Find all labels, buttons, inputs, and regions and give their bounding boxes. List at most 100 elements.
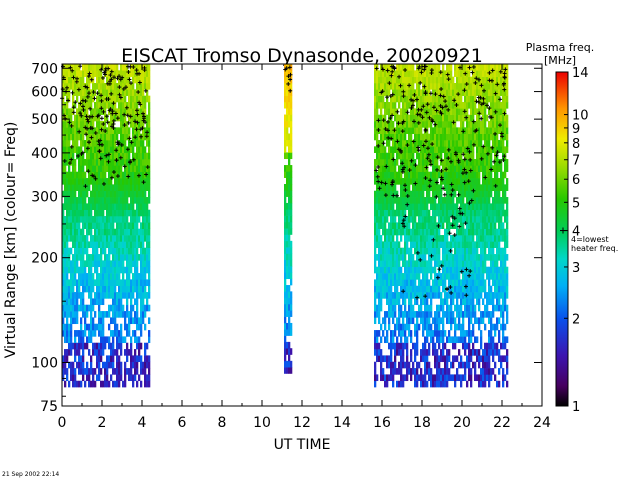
heatmap-cell bbox=[488, 159, 491, 166]
heatmap-cell bbox=[98, 121, 101, 128]
heatmap-cell bbox=[66, 247, 69, 255]
heatmap-cell bbox=[140, 285, 143, 293]
heatmap-cell bbox=[452, 216, 455, 223]
heatmap-cell bbox=[406, 285, 409, 293]
heatmap-cell bbox=[414, 216, 417, 223]
heatmap-cell bbox=[284, 259, 287, 267]
heatmap-cell bbox=[414, 203, 417, 210]
heatmap-cell bbox=[104, 368, 107, 375]
heatmap-cell bbox=[126, 171, 129, 179]
heatmap-cell bbox=[386, 190, 389, 198]
heatmap-cell bbox=[444, 203, 447, 210]
heatmap-cell bbox=[454, 235, 457, 242]
heatmap-cell bbox=[420, 317, 423, 325]
heatmap-cell bbox=[80, 178, 83, 185]
heatmap-cell bbox=[132, 178, 135, 185]
heatmap-cell bbox=[122, 292, 125, 299]
heatmap-cell bbox=[286, 127, 289, 134]
heatmap-cell bbox=[392, 330, 395, 337]
heatmap-cell bbox=[124, 241, 127, 248]
heatmap-cell bbox=[100, 311, 103, 318]
heatmap-cell bbox=[144, 146, 147, 153]
heatmap-cell bbox=[450, 285, 453, 293]
heatmap-cell bbox=[472, 190, 475, 198]
heatmap-cell bbox=[424, 241, 427, 248]
heatmap-cell bbox=[478, 89, 481, 96]
heatmap-cell bbox=[64, 349, 67, 356]
heatmap-cell bbox=[502, 222, 505, 229]
heatmap-cell bbox=[78, 349, 81, 356]
heatmap-cell bbox=[122, 380, 125, 388]
heatmap-cell bbox=[386, 165, 389, 172]
heatmap-cell bbox=[464, 171, 467, 179]
heatmap-cell bbox=[102, 285, 105, 293]
heatmap-cell bbox=[126, 368, 129, 375]
heatmap-cell bbox=[66, 311, 69, 318]
heatmap-cell bbox=[486, 273, 489, 280]
heatmap-cell bbox=[502, 311, 505, 318]
heatmap-cell bbox=[388, 83, 391, 90]
heatmap-cell bbox=[408, 89, 411, 96]
heatmap-cell bbox=[420, 95, 423, 103]
heatmap-cell bbox=[466, 279, 469, 287]
heatmap-cell bbox=[412, 241, 415, 248]
heatmap-cell bbox=[98, 102, 101, 109]
heatmap-cell bbox=[438, 114, 441, 122]
heatmap-cell bbox=[432, 349, 435, 356]
heatmap-cell bbox=[436, 190, 439, 198]
heatmap-cell bbox=[388, 165, 391, 172]
heatmap-cell bbox=[462, 342, 465, 350]
heatmap-cell bbox=[414, 279, 417, 287]
heatmap-cell bbox=[130, 83, 133, 90]
heatmap-cell bbox=[452, 292, 455, 299]
heatmap-cell bbox=[382, 121, 385, 128]
heatmap-cell bbox=[432, 330, 435, 337]
heatmap-cell bbox=[80, 146, 83, 153]
heatmap-cell bbox=[446, 197, 449, 204]
heatmap-cell bbox=[404, 361, 407, 369]
heatmap-cell bbox=[456, 127, 459, 134]
heatmap-cell bbox=[430, 266, 433, 274]
heatmap-cell bbox=[472, 114, 475, 122]
heatmap-cell bbox=[472, 140, 475, 147]
heatmap-cell bbox=[430, 76, 433, 84]
heatmap-cell bbox=[134, 254, 137, 261]
heatmap-cell bbox=[76, 127, 79, 134]
heatmap-cell bbox=[68, 247, 71, 255]
heatmap-cell bbox=[410, 349, 413, 356]
heatmap-cell bbox=[78, 70, 81, 77]
heatmap-cell bbox=[414, 374, 417, 382]
heatmap-cell bbox=[68, 209, 71, 217]
heatmap-cell bbox=[422, 190, 425, 198]
heatmap-cell bbox=[124, 70, 127, 77]
heatmap-cell bbox=[426, 285, 429, 293]
heatmap-cell bbox=[78, 222, 81, 229]
heatmap-cell bbox=[70, 70, 73, 77]
heatmap-cell bbox=[472, 108, 475, 115]
heatmap-cell bbox=[104, 133, 107, 141]
heatmap-cell bbox=[110, 266, 113, 274]
heatmap-cell bbox=[288, 247, 291, 254]
heatmap-cell bbox=[486, 349, 489, 356]
heatmap-cell bbox=[396, 317, 399, 325]
heatmap-cell bbox=[96, 127, 99, 134]
heatmap-cell bbox=[462, 374, 465, 382]
heatmap-cell bbox=[142, 70, 145, 77]
heatmap-cell bbox=[444, 241, 447, 248]
heatmap-cell bbox=[400, 70, 403, 77]
heatmap-cell bbox=[72, 361, 75, 369]
heatmap-cell bbox=[382, 241, 385, 248]
heatmap-cell bbox=[136, 127, 139, 134]
heatmap-cell bbox=[288, 146, 291, 153]
heatmap-cell bbox=[504, 83, 507, 90]
heatmap-cell bbox=[92, 222, 95, 229]
heatmap-cell bbox=[124, 95, 127, 103]
heatmap-cell bbox=[68, 146, 71, 153]
heatmap-cell bbox=[76, 380, 79, 388]
heatmap-cell bbox=[118, 342, 121, 350]
heatmap-cell bbox=[410, 279, 413, 287]
heatmap-cell bbox=[134, 285, 137, 293]
heatmap-cell bbox=[466, 241, 469, 248]
heatmap-cell bbox=[74, 216, 77, 223]
heatmap-cell bbox=[498, 114, 501, 122]
